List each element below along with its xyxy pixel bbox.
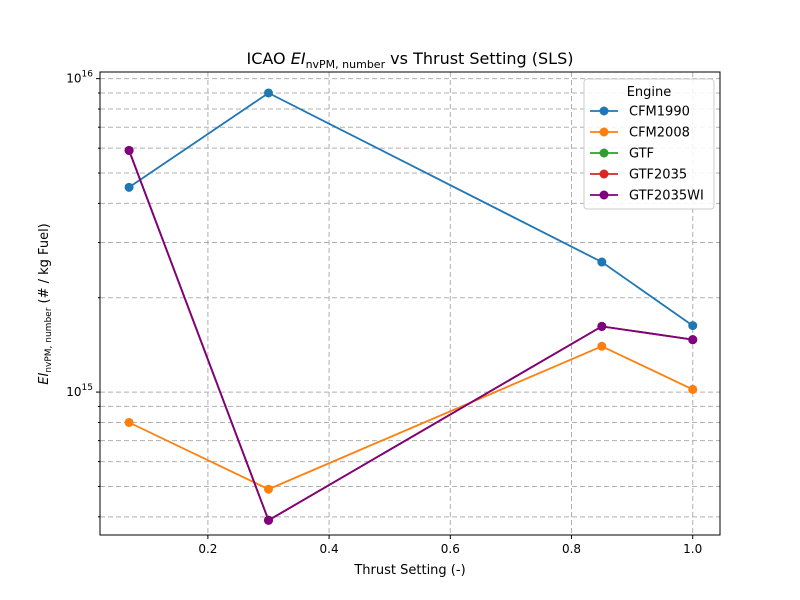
y-tick-label: 1015 [66, 383, 93, 399]
data-point-cfm1990 [263, 88, 273, 98]
y-tick-label: 1016 [66, 70, 93, 86]
data-point-cfm2008 [688, 384, 698, 394]
legend-marker-gtf2035wi [599, 190, 609, 200]
legend-entry-cfm1990: CFM1990 [590, 105, 690, 120]
legend-entry-gtf2035wi: GTF2035WI [590, 189, 704, 204]
data-point-cfm1990 [688, 321, 698, 331]
data-point-cfm1990 [124, 182, 134, 192]
series-line-gtf2035wi [128, 150, 693, 522]
x-tick-label: 1.0 [683, 542, 702, 556]
plot-frame [99, 71, 721, 536]
chart-title: ICAO EInvPM, number vs Thrust Setting (S… [247, 49, 574, 71]
legend-entries: CFM1990 CFM2008 GTF GTF2035 GTF2035WI [590, 105, 704, 204]
x-axis-ticks: 0.2 0.4 0.6 0.8 1.0 [198, 535, 702, 556]
data-point-gtf2035wi [124, 145, 134, 155]
data-point-gtf2035wi [263, 515, 273, 525]
legend-label-gtf2035wi: GTF2035WI [629, 189, 704, 204]
data-point-cfm2008 [124, 417, 134, 427]
data-point-gtf2035wi [688, 335, 698, 345]
x-tick-label: 0.2 [198, 542, 217, 556]
legend-label-gtf2035: GTF2035 [629, 168, 687, 183]
legend-title: Engine [627, 85, 672, 100]
legend-label-cfm1990: CFM1990 [629, 105, 690, 120]
series-line-cfm2008 [128, 345, 694, 491]
data-point-cfm2008 [263, 484, 273, 494]
legend: Engine CFM1990 CFM2008 GTF GTF2035 GTF2035WI [583, 78, 715, 210]
y-axis-ticks: 1015 1016 [66, 70, 100, 518]
legend-label-gtf: GTF [629, 147, 654, 162]
series-markers [124, 88, 698, 525]
data-point-cfm2008 [597, 341, 607, 351]
y-axis-label: EInvPM, number (# / kg Fuel) [37, 223, 54, 384]
legend-entry-gtf: GTF [590, 147, 654, 162]
legend-entry-gtf2035: GTF2035 [590, 168, 687, 183]
legend-marker-cfm1990 [599, 106, 609, 116]
x-tick-label: 0.6 [441, 542, 460, 556]
data-point-cfm1990 [597, 257, 607, 267]
x-tick-label: 0.4 [320, 542, 339, 556]
legend-label-cfm2008: CFM2008 [629, 126, 690, 141]
legend-marker-gtf2035 [599, 169, 609, 179]
legend-marker-cfm2008 [599, 127, 609, 137]
legend-entry-cfm2008: CFM2008 [590, 126, 690, 141]
series-lines [128, 91, 694, 522]
series-line-cfm1990 [128, 91, 694, 327]
x-tick-label: 0.8 [562, 542, 581, 556]
data-point-gtf2035wi [597, 321, 607, 331]
x-axis-label: Thrust Setting (-) [353, 563, 465, 578]
legend-marker-gtf [599, 148, 609, 158]
